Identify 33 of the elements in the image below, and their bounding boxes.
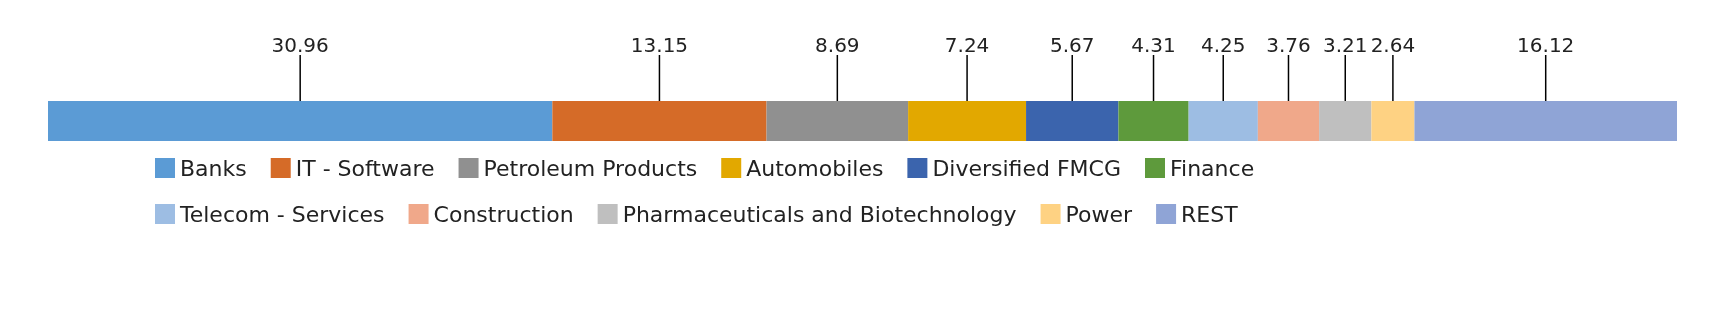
data-label: 4.25 [1200,33,1246,57]
data-label: 3.21 [1322,33,1368,57]
data-label: 16.12 [1517,33,1575,57]
bar [1319,101,1372,141]
legend-label: Finance [1170,155,1255,181]
legend-label: Diversified FMCG [932,155,1122,181]
legend-label: Power [1065,201,1134,227]
legend-label: Pharmaceuticals and Biotechnology [622,201,1017,227]
data-label: 30.96 [271,33,329,57]
legend-label: Petroleum Products [483,155,698,181]
legend-label: Automobiles [746,155,884,181]
bar [1188,101,1258,141]
data-label: 2.64 [1370,33,1416,57]
data-label: 4.31 [1131,33,1176,57]
legend-label: Telecom - Services [179,201,385,227]
data-label: 5.67 [1049,33,1095,57]
data-label: 7.24 [944,33,990,57]
bar [1371,101,1415,141]
legend-label: IT - Software [295,155,435,181]
legend-label: Construction [433,201,574,227]
data-label: 8.69 [815,33,860,57]
bar [766,101,909,141]
bar [48,101,553,141]
legend-label: Banks [180,155,247,181]
data-label: 13.15 [630,33,689,57]
bar [1118,101,1189,141]
bar [1026,101,1119,141]
bar [908,101,1027,141]
bar [552,101,767,141]
bar [1257,101,1320,141]
data-label: 3.76 [1266,33,1311,57]
legend-label: REST [1181,201,1239,227]
bar [1414,101,1677,141]
